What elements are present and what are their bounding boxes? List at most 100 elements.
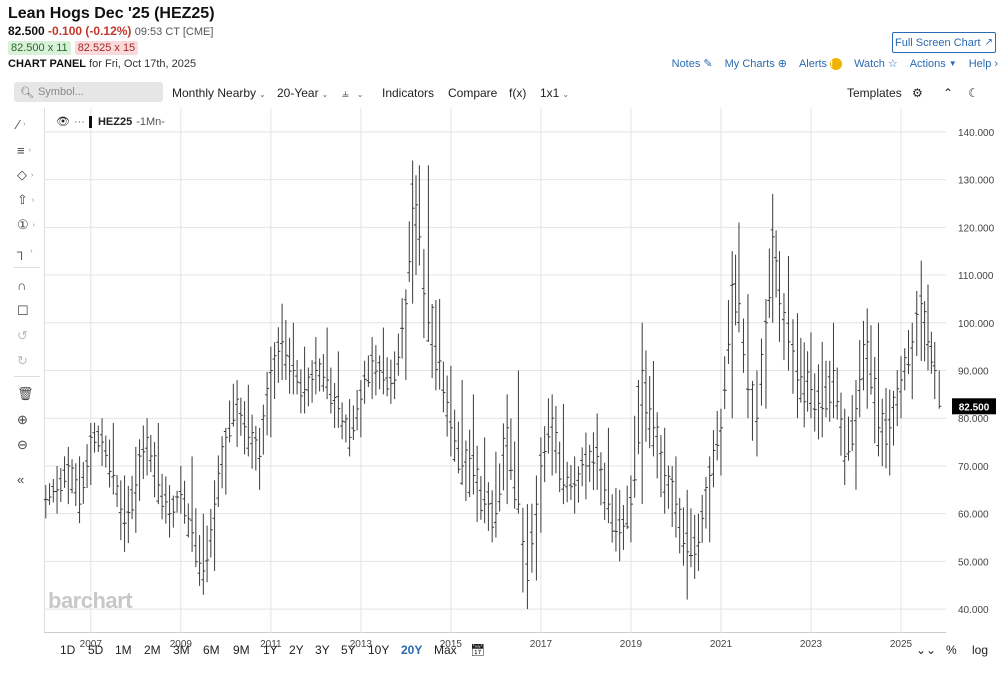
timeframe-20y[interactable]: 20Y — [401, 643, 423, 657]
chevron-down-icon: ⌄ — [562, 90, 570, 99]
bar-type-select[interactable]: ⫨ ⌄ — [342, 86, 363, 101]
zoom-out-icon[interactable]: ⊖ — [17, 437, 28, 452]
y-tick-label: 100.000 — [958, 319, 995, 330]
ohlc-bar-icon: ⫨ — [342, 86, 349, 100]
caret-down-icon: ▼ — [948, 59, 957, 68]
measure-tool-icon[interactable]: ┐ › — [17, 243, 33, 259]
bid-ask: 82.500 x 11 82.525 x 15 — [8, 41, 139, 55]
search-placeholder: Symbol... — [37, 86, 84, 98]
timeframe-1d[interactable]: 1D — [60, 643, 76, 657]
y-tick-label: 60.000 — [958, 510, 989, 521]
timeframe-2y[interactable]: 2Y — [289, 643, 304, 657]
templates-button[interactable]: Templates — [847, 86, 902, 100]
collapse-sidebar-icon[interactable]: « — [17, 471, 25, 487]
timeframe-10y[interactable]: 10Y — [368, 643, 390, 657]
annotation-tool-icon[interactable]: ① › — [17, 217, 35, 232]
actions-menu[interactable]: Actions ▼ — [909, 57, 957, 70]
legend-symbol: HEZ25 — [97, 115, 133, 128]
quote-time: 09:53 CT [CME] — [134, 26, 214, 38]
arrow-tool-icon[interactable]: ⇧ › — [17, 192, 35, 207]
y-tick-label: 40.000 — [958, 605, 989, 616]
fib-tool-icon[interactable]: ≡ › — [17, 142, 31, 158]
plus-circle-icon: ⊕ — [777, 58, 787, 70]
chart-title: Lean Hogs Dec '25 (HEZ25) — [8, 5, 215, 22]
barchart-logo: barchart — [48, 588, 133, 613]
last-price-label: 82.500 — [959, 402, 990, 413]
indicators-button[interactable]: Indicators — [382, 86, 435, 100]
edit-icon: ✎ — [703, 58, 713, 70]
timeframe-3y[interactable]: 3Y — [315, 643, 330, 657]
legend-interval: -1Mn- — [136, 115, 165, 128]
ask-badge: 82.525 x 15 — [74, 41, 139, 55]
star-icon: ☆ — [887, 58, 898, 70]
top-links: Notes ✎ My Charts ⊕ Alerts! Watch ☆ Actions… — [672, 57, 998, 70]
chart-toolbar: 🔍︎ Symbol... Monthly Nearby ⌄ 20-Year ⌄ ⫨ ⌄… — [0, 80, 1008, 106]
percent-toggle[interactable]: % — [946, 643, 957, 657]
lock-icon[interactable]: ☐ — [17, 303, 29, 318]
y-tick-label: 70.000 — [958, 462, 989, 473]
alerts-link[interactable]: Alerts! — [799, 57, 843, 70]
redo-icon[interactable]: ↻ — [17, 353, 28, 368]
divider — [14, 267, 40, 268]
y-tick-label: 90.000 — [958, 367, 989, 378]
timeframe-6m[interactable]: 6M — [203, 643, 220, 657]
y-tick-label: 140.000 — [958, 128, 995, 139]
bid-badge: 82.500 x 11 — [8, 41, 71, 55]
timeframe-bar: 1D 5D 1M 2M 3M 6M 9M 1Y 2Y 3Y 5Y 10Y 20Y Max 📅︎ — [0, 638, 1008, 662]
calendar-icon[interactable]: 📅︎ — [470, 643, 486, 657]
period-select[interactable]: Monthly Nearby ⌄ — [172, 86, 266, 100]
chevron-down-icon: ⌄ — [259, 90, 266, 99]
price-change: -0.100 (-0.12%) — [48, 24, 132, 38]
timeframe-9m[interactable]: 9M — [233, 643, 250, 657]
help-link[interactable]: Help › — [968, 57, 998, 70]
line-tool-icon[interactable]: ∕ › — [17, 116, 26, 132]
fullscreen-label: Full Screen Chart — [895, 36, 981, 49]
more-icon[interactable]: ··· — [73, 115, 85, 128]
chevron-right-icon: › — [994, 57, 998, 70]
timeframe-3m[interactable]: 3M — [173, 643, 190, 657]
chart-legend: 👁︎ ··· HEZ25 -1Mn- — [56, 115, 165, 128]
magnet-icon[interactable]: ∩ — [17, 277, 27, 293]
zoom-in-icon[interactable]: ⊕ — [17, 412, 28, 427]
log-toggle[interactable]: log — [972, 643, 989, 657]
scroll-down-icon[interactable]: ⌄⌄ — [916, 643, 937, 657]
y-tick-label: 130.000 — [958, 176, 995, 187]
panel-date: for Fri, Oct 17th, 2025 — [89, 58, 197, 70]
symbol-search-input[interactable]: 🔍︎ Symbol... — [14, 82, 163, 102]
timeframe-5d[interactable]: 5D — [88, 643, 104, 657]
price-line: 82.500 -0.100 (-0.12%) 09:53 CT [CME] — [8, 24, 213, 38]
timeframe-2m[interactable]: 2M — [144, 643, 161, 657]
gear-icon[interactable]: ⚙ — [912, 86, 923, 100]
timeframe-max[interactable]: Max — [434, 643, 457, 657]
panel-label: CHART PANEL — [8, 58, 87, 70]
timeframe-5y[interactable]: 5Y — [341, 643, 356, 657]
function-button[interactable]: f(x) — [509, 86, 527, 100]
y-tick-label: 110.000 — [958, 271, 994, 282]
divider — [14, 376, 40, 377]
trash-icon[interactable]: 🗑︎ — [17, 386, 34, 401]
last-price: 82.500 — [8, 24, 45, 38]
series-color-swatch — [88, 115, 92, 128]
timeframe-1y[interactable]: 1Y — [263, 643, 278, 657]
chart-area[interactable] — [44, 108, 946, 633]
compare-button[interactable]: Compare — [448, 86, 498, 100]
shape-tool-icon[interactable]: ◇ › — [17, 167, 34, 182]
y-tick-label: 50.000 — [958, 557, 989, 568]
collapse-up-icon[interactable]: ⌃ — [943, 86, 954, 100]
fullscreen-button[interactable]: Full Screen Chart ↗ — [892, 32, 996, 53]
y-tick-label: 120.000 — [958, 223, 995, 234]
timeframe-1m[interactable]: 1M — [115, 643, 132, 657]
alert-icon: ! — [830, 57, 843, 70]
chevron-down-icon: ⌄ — [356, 90, 364, 99]
range-select[interactable]: 20-Year ⌄ — [277, 86, 329, 100]
notes-link[interactable]: Notes ✎ — [671, 57, 713, 71]
mycharts-link[interactable]: My Charts ⊕ — [724, 57, 787, 71]
expand-icon: ↗ — [984, 37, 993, 48]
search-icon: 🔍︎ — [20, 86, 34, 99]
eye-icon[interactable]: 👁︎ — [56, 116, 70, 128]
watch-link[interactable]: Watch ☆ — [854, 57, 898, 71]
dark-mode-icon[interactable]: ☾ — [968, 86, 979, 100]
chevron-down-icon: ⌄ — [321, 90, 329, 99]
layout-select[interactable]: 1x1 ⌄ — [540, 86, 570, 100]
undo-icon[interactable]: ↺ — [17, 328, 28, 343]
